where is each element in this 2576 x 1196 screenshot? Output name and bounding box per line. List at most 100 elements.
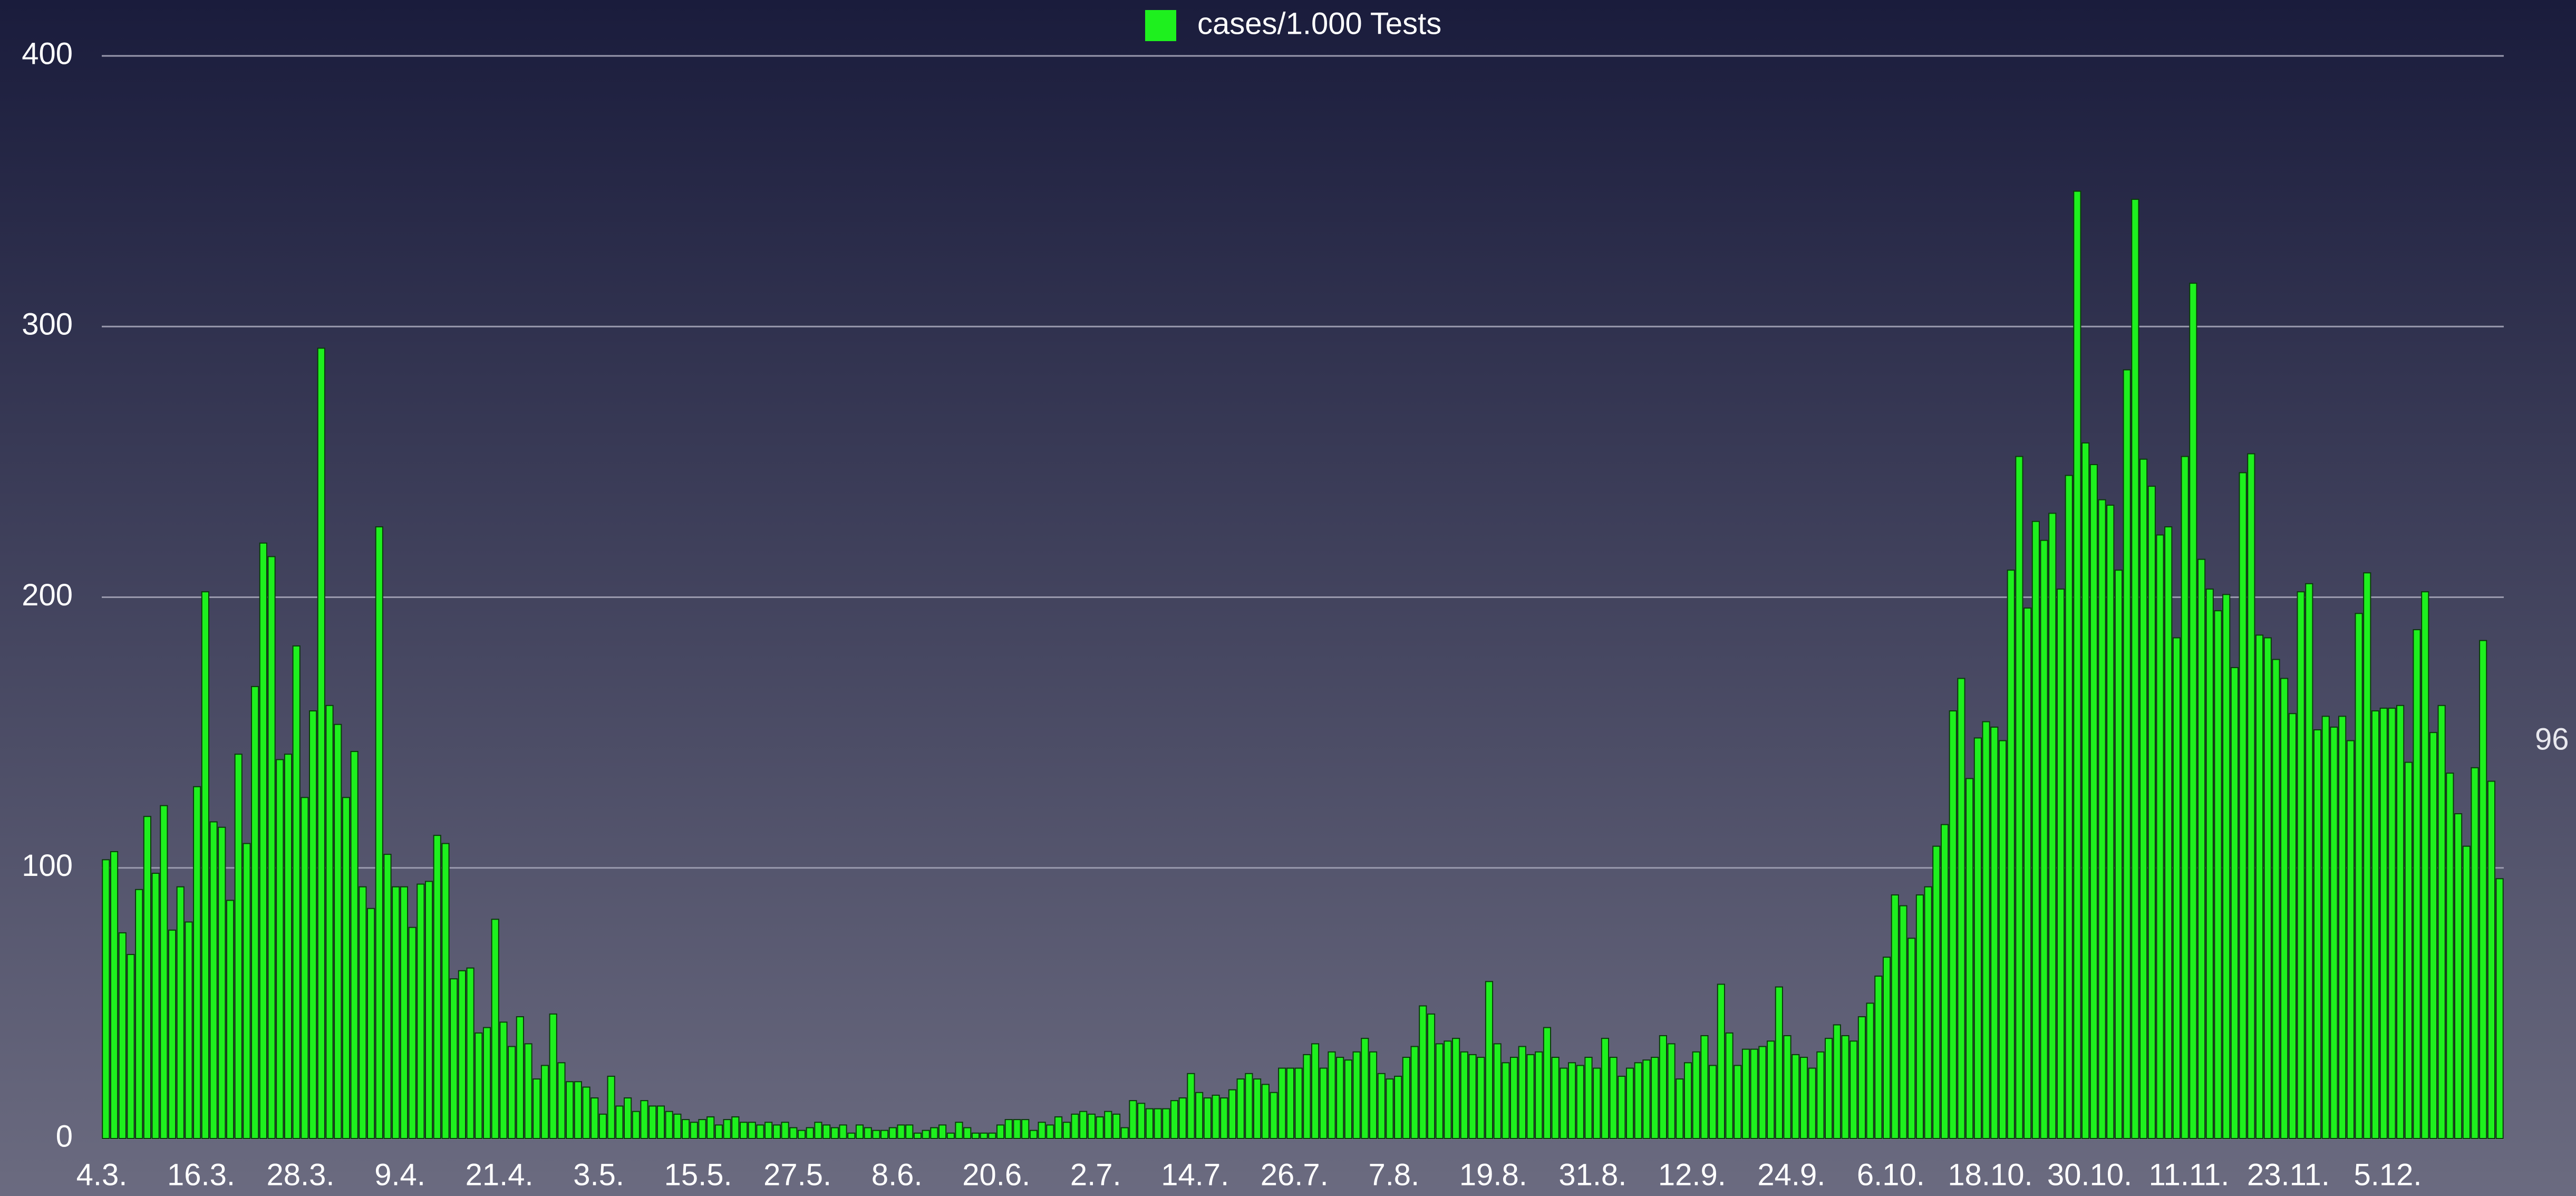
x-tick-label: 9.4. bbox=[374, 1158, 425, 1192]
bar bbox=[1584, 1057, 1593, 1140]
bar bbox=[905, 1124, 914, 1139]
bar bbox=[524, 1043, 532, 1140]
bar bbox=[1344, 1059, 1353, 1139]
bar bbox=[1949, 710, 1957, 1139]
bar bbox=[748, 1122, 756, 1140]
bar bbox=[234, 754, 243, 1140]
bar bbox=[2263, 637, 2272, 1140]
bar bbox=[2007, 570, 2015, 1139]
bar bbox=[2495, 878, 2504, 1140]
bar bbox=[1502, 1062, 1510, 1140]
bar bbox=[1352, 1051, 1361, 1140]
bar bbox=[1096, 1116, 1104, 1139]
bar bbox=[2379, 707, 2388, 1139]
bar bbox=[508, 1046, 516, 1139]
y-tick-label: 100 bbox=[22, 848, 73, 883]
bar bbox=[474, 1032, 483, 1140]
bar bbox=[1543, 1027, 1552, 1139]
bar bbox=[1891, 894, 1899, 1139]
bar bbox=[317, 348, 325, 1139]
bar bbox=[797, 1130, 806, 1140]
bar bbox=[864, 1127, 872, 1139]
bar bbox=[922, 1130, 930, 1140]
bar bbox=[1129, 1100, 1137, 1140]
bar bbox=[135, 889, 143, 1140]
x-tick-label: 14.7. bbox=[1161, 1158, 1229, 1192]
bar bbox=[1551, 1057, 1560, 1140]
bar bbox=[118, 932, 127, 1140]
bar bbox=[2089, 464, 2098, 1140]
bar bbox=[450, 978, 458, 1139]
bar bbox=[1799, 1057, 1808, 1140]
x-tick-label: 8.6. bbox=[871, 1158, 923, 1192]
bar bbox=[1394, 1075, 1402, 1140]
y-tick-label: 0 bbox=[56, 1119, 73, 1153]
bar bbox=[656, 1105, 665, 1139]
bar bbox=[1187, 1073, 1195, 1139]
bar bbox=[690, 1122, 698, 1140]
bar bbox=[2114, 570, 2123, 1139]
bar bbox=[350, 751, 359, 1139]
bar bbox=[1882, 957, 1891, 1140]
bar bbox=[2297, 591, 2305, 1139]
bar bbox=[441, 843, 450, 1139]
bar bbox=[2239, 472, 2247, 1139]
x-tick-label: 31.8. bbox=[1558, 1158, 1626, 1192]
bar bbox=[930, 1127, 938, 1139]
bar bbox=[1965, 778, 1974, 1139]
bar bbox=[1750, 1048, 1758, 1139]
bar bbox=[1460, 1051, 1468, 1140]
bar bbox=[648, 1105, 657, 1139]
x-tick-label: 5.12. bbox=[2354, 1158, 2422, 1192]
bar bbox=[1253, 1078, 1262, 1139]
bar bbox=[392, 886, 400, 1139]
bar bbox=[681, 1119, 690, 1140]
bar bbox=[1071, 1113, 1079, 1140]
bar bbox=[814, 1122, 822, 1140]
bar bbox=[1178, 1097, 1187, 1139]
bar bbox=[1046, 1124, 1054, 1139]
bar bbox=[1775, 986, 1783, 1139]
bar bbox=[1741, 1048, 1750, 1139]
bar bbox=[2338, 716, 2347, 1139]
bar bbox=[2471, 767, 2479, 1140]
bar bbox=[1386, 1078, 1394, 1139]
bar bbox=[1841, 1035, 1849, 1139]
bar bbox=[309, 710, 317, 1139]
bar bbox=[176, 886, 185, 1139]
bar bbox=[334, 724, 342, 1140]
bar bbox=[1667, 1043, 1676, 1140]
bar bbox=[151, 873, 160, 1139]
bar bbox=[1361, 1038, 1369, 1140]
bar bbox=[1560, 1067, 1568, 1140]
bar bbox=[168, 929, 177, 1139]
bar bbox=[2404, 761, 2413, 1139]
bar bbox=[433, 835, 441, 1140]
bar bbox=[988, 1132, 996, 1140]
bar bbox=[1709, 1065, 1717, 1139]
bar bbox=[110, 851, 119, 1139]
bar bbox=[1700, 1035, 1709, 1139]
bar bbox=[781, 1122, 789, 1140]
bar bbox=[1692, 1051, 1700, 1140]
bar bbox=[963, 1127, 972, 1139]
bar bbox=[1435, 1043, 1444, 1140]
bar bbox=[193, 786, 201, 1139]
bar bbox=[938, 1124, 947, 1139]
bar bbox=[2056, 589, 2065, 1139]
bar bbox=[1336, 1057, 1344, 1140]
bar bbox=[251, 686, 259, 1140]
bar bbox=[1195, 1092, 1204, 1140]
bar bbox=[1998, 740, 2007, 1139]
bar bbox=[2123, 369, 2131, 1139]
bar bbox=[516, 1016, 524, 1139]
x-tick-label: 3.5. bbox=[573, 1158, 624, 1192]
bar bbox=[1683, 1062, 1692, 1140]
bar bbox=[640, 1100, 648, 1140]
bar bbox=[913, 1132, 922, 1140]
bar bbox=[1062, 1122, 1071, 1140]
bar bbox=[2446, 773, 2454, 1140]
bar bbox=[2081, 442, 2090, 1139]
x-tick-label: 28.3. bbox=[267, 1158, 335, 1192]
